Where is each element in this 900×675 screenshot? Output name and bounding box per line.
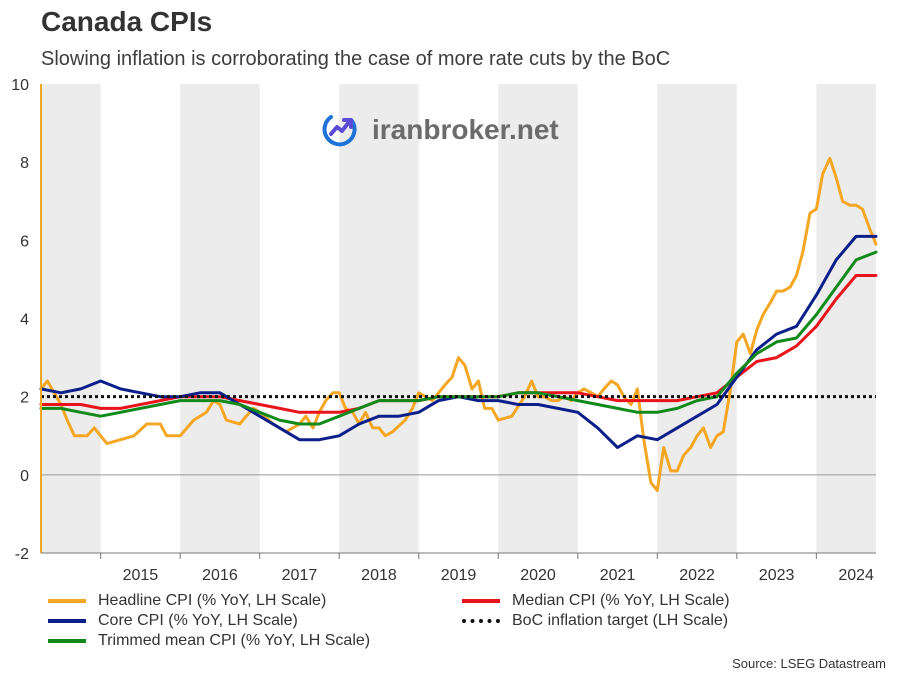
y-tick-label: 0 xyxy=(20,468,29,485)
watermark: iranbroker.net xyxy=(322,114,559,147)
shade-band-2018 xyxy=(339,84,419,553)
shade-band-2020 xyxy=(498,84,578,553)
legend-swatch-trimmed xyxy=(48,639,86,643)
x-tick-label: 2021 xyxy=(600,567,636,584)
shade-band-2022 xyxy=(657,84,737,553)
y-tick-label: 10 xyxy=(11,77,29,94)
legend-item-trimmed: Trimmed mean CPI (% YoY, LH Scale) xyxy=(48,632,370,650)
y-tick-label: 8 xyxy=(20,155,29,172)
legend-label-trimmed: Trimmed mean CPI (% YoY, LH Scale) xyxy=(98,632,371,649)
x-tick-label: 2023 xyxy=(759,567,795,584)
legend-item-core: Core CPI (% YoY, LH Scale) xyxy=(48,612,298,630)
axes: -2 0 2 4 6 8 10 2015 2016 2017 2018 2019 2020 2021 202… xyxy=(11,77,876,584)
watermark-logo-icon xyxy=(322,115,357,147)
shade-band-2024 xyxy=(816,84,876,553)
legend-label-target: BoC inflation target (LH Scale) xyxy=(512,612,729,629)
shade-band-2016 xyxy=(180,84,260,553)
series-line-trimmed xyxy=(39,250,878,426)
chart-subtitle: Slowing inflation is corroborating the c… xyxy=(41,48,671,70)
x-tick-label: 2022 xyxy=(679,567,715,584)
shaded-year-bands xyxy=(41,84,876,553)
x-tick-label: 2017 xyxy=(282,567,318,584)
legend-swatch-median xyxy=(462,599,500,603)
y-tick-label: 6 xyxy=(20,233,29,250)
x-tick-label: 2020 xyxy=(520,567,556,584)
series-line-core xyxy=(39,234,878,449)
legend-swatch-headline xyxy=(48,599,86,603)
x-tick-label: 2016 xyxy=(202,567,238,584)
x-tick-label: 2019 xyxy=(441,567,477,584)
series-line-headline xyxy=(39,156,878,492)
source-note: Source: LSEG Datastream xyxy=(732,656,886,671)
x-tick-label: 2018 xyxy=(361,567,397,584)
series-lines xyxy=(39,156,878,492)
legend-swatch-target xyxy=(462,619,500,623)
watermark-text: iranbroker.net xyxy=(372,114,559,145)
x-tick-label: 2015 xyxy=(123,567,159,584)
series-line-median xyxy=(39,274,878,414)
legend-label-core: Core CPI (% YoY, LH Scale) xyxy=(98,612,298,629)
y-tick-label: -2 xyxy=(15,546,29,563)
legend-item-headline: Headline CPI (% YoY, LH Scale) xyxy=(48,592,326,610)
legend-label-headline: Headline CPI (% YoY, LH Scale) xyxy=(98,592,327,609)
y-tick-label: 2 xyxy=(20,390,29,407)
chart-title: Canada CPIs xyxy=(41,6,213,37)
y-tick-label: 4 xyxy=(20,312,29,329)
legend-item-median: Median CPI (% YoY, LH Scale) xyxy=(462,592,730,610)
x-tick-label: 2024 xyxy=(838,567,874,584)
shade-band-2014 xyxy=(41,84,101,553)
legend-item-target: BoC inflation target (LH Scale) xyxy=(462,612,728,630)
legend-swatch-core xyxy=(48,619,86,623)
legend-label-median: Median CPI (% YoY, LH Scale) xyxy=(512,592,730,609)
